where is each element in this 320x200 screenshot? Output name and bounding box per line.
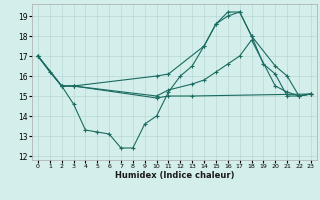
X-axis label: Humidex (Indice chaleur): Humidex (Indice chaleur) bbox=[115, 171, 234, 180]
